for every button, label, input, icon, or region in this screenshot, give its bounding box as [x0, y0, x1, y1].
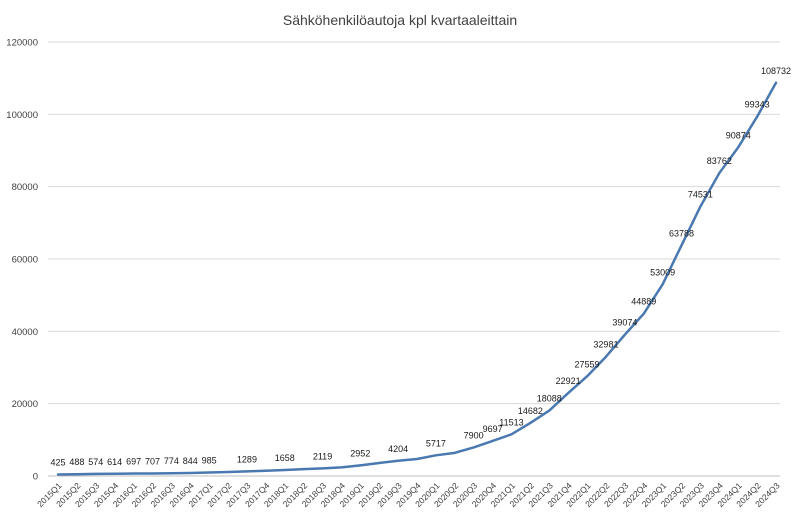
data-label: 99343 — [745, 100, 770, 110]
y-tick-label: 40000 — [12, 327, 38, 338]
y-tick-label: 20000 — [12, 399, 38, 410]
data-label: 985 — [202, 455, 217, 465]
data-label: 53009 — [650, 267, 675, 277]
data-label: 5717 — [426, 438, 446, 448]
data-label: 74531 — [688, 189, 713, 199]
data-label: 614 — [107, 457, 122, 467]
data-label: 4204 — [388, 444, 408, 454]
data-label: 9697 — [483, 424, 503, 434]
data-label: 32981 — [593, 340, 618, 350]
data-label: 7900 — [464, 430, 484, 440]
data-label: 14682 — [518, 406, 543, 416]
data-label: 22921 — [556, 376, 581, 386]
chart-title: Sähköhenkilöautoja kpl kvartaaleittain — [283, 12, 517, 28]
data-label: 108732 — [761, 66, 791, 76]
data-label: 1289 — [237, 454, 257, 464]
data-label: 844 — [183, 456, 198, 466]
y-tick-label: 0 — [33, 472, 38, 483]
data-label: 18088 — [537, 394, 562, 404]
data-label: 27559 — [575, 359, 600, 369]
y-tick-label: 120000 — [6, 38, 38, 49]
data-label: 90874 — [726, 130, 751, 140]
series-line — [56, 81, 778, 476]
data-label: 488 — [69, 457, 84, 467]
data-label: 44889 — [631, 297, 656, 307]
data-label: 83762 — [707, 156, 732, 166]
x-axis-ticks: 2015Q12015Q22015Q32015Q42016Q12016Q22016… — [35, 480, 782, 509]
y-tick-label: 80000 — [12, 182, 38, 193]
data-label: 2952 — [350, 448, 370, 458]
data-label: 707 — [145, 456, 160, 466]
data-label: 11513 — [499, 417, 523, 427]
grid-layer — [48, 41, 780, 477]
y-tick-label: 60000 — [12, 255, 38, 266]
data-label: 2119 — [313, 451, 332, 461]
data-label: 39074 — [612, 318, 637, 328]
data-label: 1658 — [275, 453, 295, 463]
data-label: 697 — [126, 456, 141, 466]
y-axis-ticks: 0 20000 40000 60000 80000 100000 120000 — [6, 38, 38, 483]
data-label: 63788 — [669, 228, 694, 238]
data-label: 425 — [50, 457, 65, 467]
y-tick-label: 100000 — [6, 110, 38, 121]
data-labels: 425 488 574 614 697 707 774 844 985 1289 1658 2119 2… — [50, 66, 791, 468]
data-label: 574 — [88, 457, 103, 467]
data-label: 774 — [164, 456, 179, 466]
